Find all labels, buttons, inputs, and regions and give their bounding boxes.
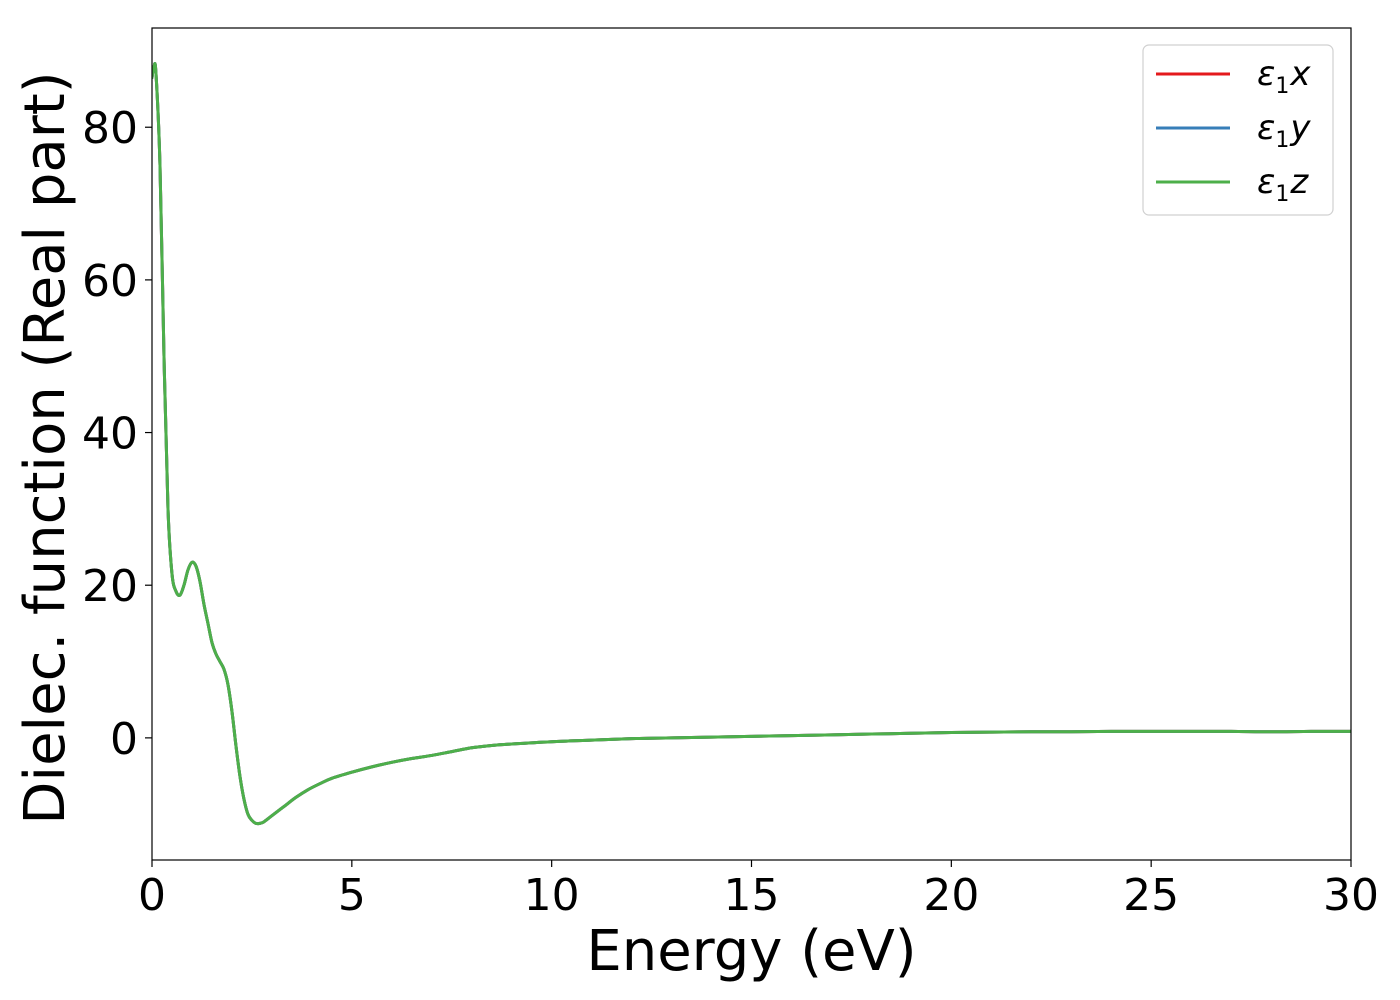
legend-symbol: ε bbox=[1257, 162, 1275, 202]
y-tick-label: 0 bbox=[110, 714, 138, 765]
x-tick-label: 5 bbox=[338, 870, 366, 921]
legend-label-z: ε1z bbox=[1257, 162, 1309, 207]
x-tick-label: 20 bbox=[923, 870, 979, 921]
legend-box bbox=[1142, 44, 1334, 216]
legend-subscript: 1 bbox=[1275, 128, 1289, 153]
series-layer bbox=[152, 62, 1351, 826]
legend-symbol: ε bbox=[1257, 54, 1275, 94]
x-tick-label: 10 bbox=[524, 870, 580, 921]
legend-axis: x bbox=[1289, 54, 1311, 94]
legend-axis: z bbox=[1289, 162, 1309, 202]
x-axis-ticks: 0 5 10 15 20 25 30 bbox=[138, 860, 1379, 921]
y-tick-label: 80 bbox=[82, 103, 138, 154]
y-axis-ticks: 0 20 40 60 80 bbox=[82, 103, 152, 765]
legend-label-y: ε1y bbox=[1257, 108, 1311, 153]
x-tick-label: 0 bbox=[138, 870, 166, 921]
x-axis-label: Energy (eV) bbox=[586, 919, 916, 984]
legend-symbol: ε bbox=[1257, 108, 1275, 148]
legend-label-x: ε1x bbox=[1257, 54, 1311, 99]
y-tick-label: 40 bbox=[82, 409, 138, 460]
x-tick-label: 30 bbox=[1323, 870, 1379, 921]
legend-subscript: 1 bbox=[1275, 74, 1289, 99]
y-tick-label: 60 bbox=[82, 256, 138, 307]
series-line-3 bbox=[152, 62, 1351, 826]
y-tick-label: 20 bbox=[82, 561, 138, 612]
x-tick-label: 15 bbox=[724, 870, 780, 921]
legend-axis: y bbox=[1289, 108, 1311, 148]
legend-subscript: 1 bbox=[1275, 182, 1289, 207]
y-axis-label: Dielec. function (Real part) bbox=[13, 71, 78, 824]
x-tick-label: 25 bbox=[1123, 870, 1179, 921]
